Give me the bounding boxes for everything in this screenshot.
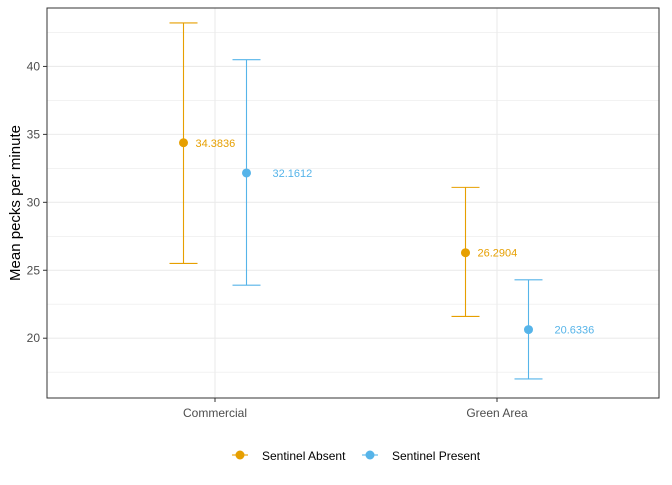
mean-point: [524, 325, 533, 335]
y-tick-label: 25: [27, 263, 41, 277]
data-label: 20.6336: [555, 325, 595, 337]
y-axis-title: Mean pecks per minute: [7, 125, 24, 281]
legend-item: Sentinel Present: [362, 449, 481, 463]
legend-key-point: [365, 450, 375, 460]
legend-key-point: [235, 450, 245, 460]
data-label: 34.3836: [196, 138, 236, 150]
x-axis: Commercial Green Area: [183, 398, 528, 420]
x-tick-label: Green Area: [466, 406, 528, 420]
data-label: 32.1612: [273, 168, 313, 180]
mean-point: [461, 248, 470, 258]
y-axis: 20 25 30 35 40: [27, 59, 47, 345]
plot-panel-border: [46, 7, 660, 399]
legend: Sentinel Absent Sentinel Present: [232, 449, 481, 463]
series-marks: 34.3836 26.2904 32.1612 20.6336: [169, 22, 595, 380]
grid-lines: [47, 8, 659, 398]
series-sentinel-present: 32.1612 20.6336: [232, 59, 595, 380]
series-sentinel-absent: 34.3836 26.2904: [169, 22, 518, 318]
x-tick-label: Commercial: [183, 406, 247, 420]
y-tick-label: 40: [27, 59, 41, 73]
y-tick-label: 30: [27, 195, 41, 209]
legend-label: Sentinel Absent: [262, 449, 346, 463]
legend-label: Sentinel Present: [392, 449, 481, 463]
y-tick-label: 35: [27, 127, 41, 141]
mean-point: [179, 138, 188, 148]
legend-item: Sentinel Absent: [232, 449, 346, 463]
mean-point: [242, 168, 251, 178]
y-tick-label: 20: [27, 331, 41, 345]
data-label: 26.2904: [478, 248, 518, 260]
